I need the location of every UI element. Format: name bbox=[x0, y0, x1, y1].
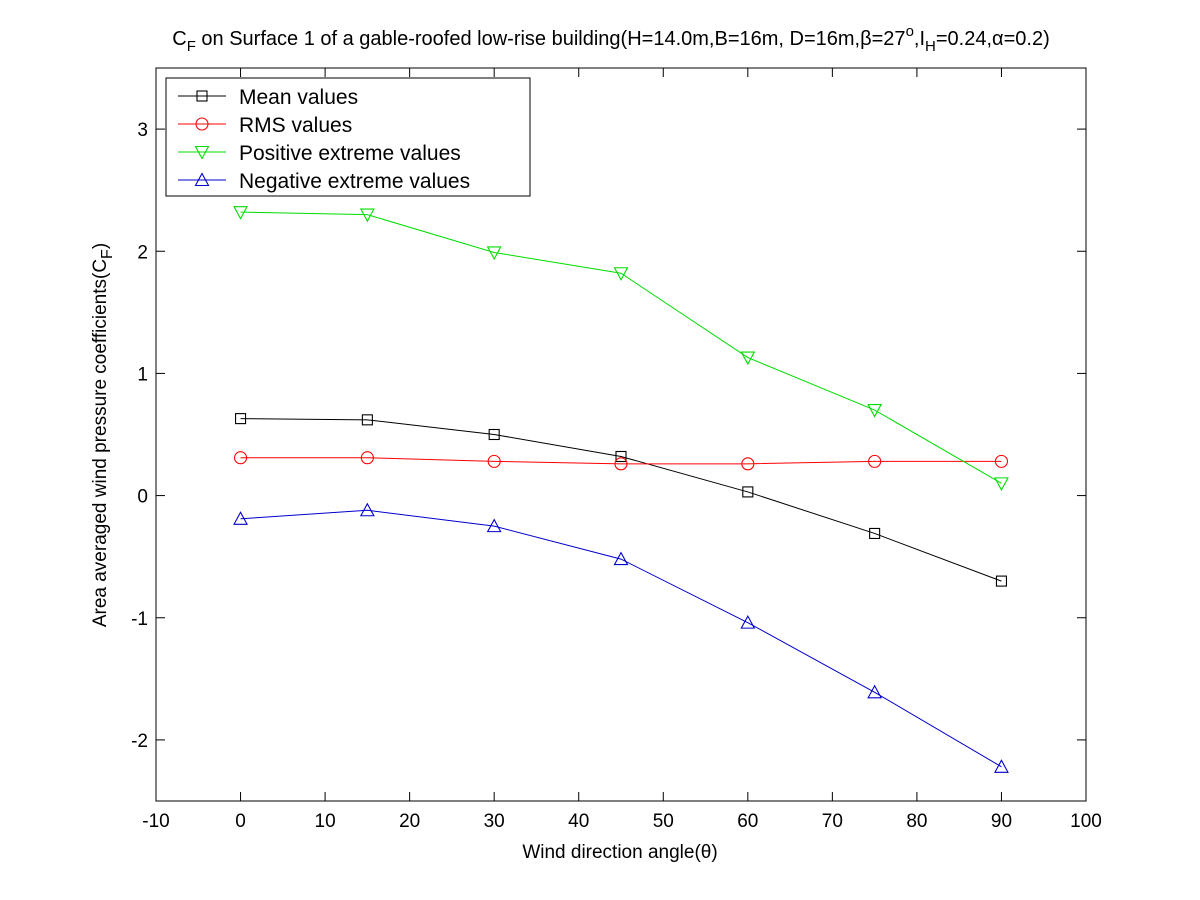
series-line bbox=[240, 211, 1002, 484]
data-point bbox=[995, 575, 1008, 587]
y-axis-label: Area averaged wind pressure coefficients… bbox=[90, 243, 116, 627]
series-0 bbox=[234, 413, 1008, 587]
data-point bbox=[233, 451, 248, 465]
series-1 bbox=[233, 451, 1009, 471]
x-tick-label: 50 bbox=[653, 811, 674, 832]
x-tick-label: 0 bbox=[235, 811, 246, 832]
x-tick-label: 10 bbox=[315, 811, 336, 832]
data-point bbox=[868, 454, 882, 468]
data-point bbox=[488, 428, 500, 441]
x-tick-label: 80 bbox=[906, 811, 927, 832]
data-point bbox=[359, 502, 375, 517]
series-3 bbox=[233, 502, 1009, 773]
data-point bbox=[742, 486, 754, 498]
y-tick-label: -2 bbox=[131, 731, 148, 752]
legend-label: Negative extreme values bbox=[239, 170, 470, 193]
legend-entry: RMS values bbox=[178, 114, 352, 137]
series-line bbox=[240, 457, 1002, 465]
legend-box bbox=[165, 77, 531, 197]
data-point bbox=[487, 454, 501, 468]
y-tick-label: -1 bbox=[131, 609, 148, 630]
data-point bbox=[233, 206, 248, 220]
legend-marker bbox=[196, 90, 208, 102]
series-layer bbox=[233, 206, 1009, 773]
y-tick-label: 0 bbox=[137, 487, 148, 508]
data-point bbox=[741, 457, 755, 471]
data-point bbox=[613, 267, 629, 281]
x-tick-label: 70 bbox=[822, 811, 843, 832]
legend-entry: Mean values bbox=[178, 86, 358, 109]
data-point bbox=[360, 451, 374, 465]
chart-title: CF on Surface 1 of a gable-roofed low-ri… bbox=[172, 23, 1050, 55]
x-tick-label: 60 bbox=[737, 811, 758, 832]
y-tick-label: 3 bbox=[137, 120, 148, 141]
data-point bbox=[361, 414, 373, 426]
data-point bbox=[994, 477, 1009, 492]
x-axis-label: Wind direction angle(θ) bbox=[522, 842, 717, 863]
data-point bbox=[615, 450, 627, 463]
data-point bbox=[233, 511, 248, 525]
legend-marker bbox=[194, 145, 210, 160]
x-tick-label: 40 bbox=[568, 811, 589, 832]
series-line bbox=[240, 509, 1002, 768]
data-point bbox=[613, 551, 629, 566]
x-tick-label: -10 bbox=[142, 811, 169, 832]
data-point bbox=[486, 518, 502, 533]
data-point bbox=[234, 413, 247, 425]
legend-marker bbox=[195, 117, 209, 131]
x-tick-label: 100 bbox=[1070, 811, 1102, 832]
data-point bbox=[869, 527, 881, 540]
x-tick-label: 30 bbox=[484, 811, 505, 832]
data-point bbox=[867, 404, 883, 418]
data-point bbox=[359, 208, 375, 223]
legend-entry: Positive extreme values bbox=[178, 142, 461, 165]
data-point bbox=[740, 614, 756, 629]
legend: Mean values RMS values Positive extreme va… bbox=[165, 77, 531, 197]
data-point bbox=[994, 759, 1009, 773]
data-point bbox=[994, 454, 1009, 468]
legend-label: Mean values bbox=[239, 86, 358, 109]
legend-entry: Negative extreme values bbox=[178, 170, 470, 193]
data-point bbox=[867, 684, 883, 699]
x-tick-label: 90 bbox=[991, 811, 1012, 832]
data-point bbox=[486, 246, 502, 261]
y-tick-label: 2 bbox=[137, 242, 148, 263]
legend-label: RMS values bbox=[239, 114, 352, 137]
series-2 bbox=[233, 206, 1009, 492]
data-point bbox=[740, 351, 756, 366]
legend-label: Positive extreme values bbox=[239, 142, 461, 165]
y-tick-label: 1 bbox=[137, 364, 148, 385]
series-line bbox=[240, 418, 1002, 582]
legend-marker bbox=[194, 172, 210, 187]
data-point bbox=[614, 457, 628, 471]
x-tick-label: 20 bbox=[399, 811, 420, 832]
